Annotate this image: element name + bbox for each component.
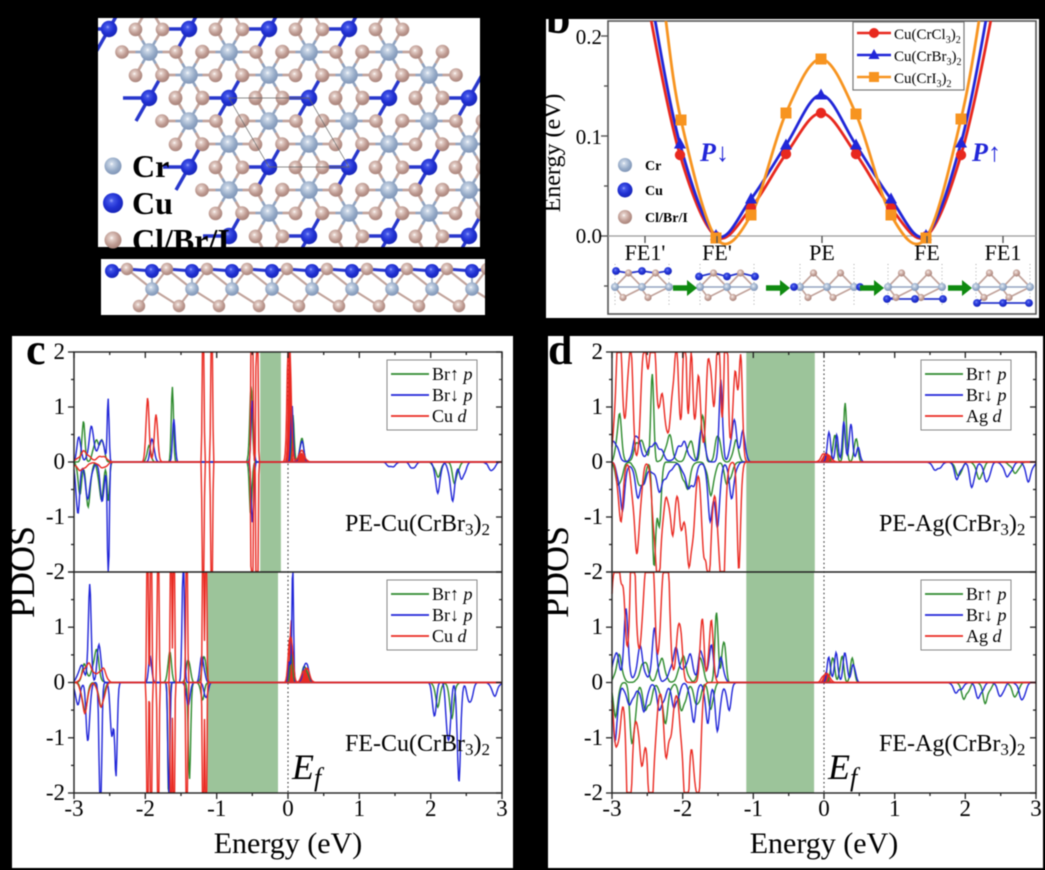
- svg-text:Cl/Br/I: Cl/Br/I: [645, 211, 688, 226]
- svg-text:FE': FE': [702, 240, 732, 265]
- svg-text:-1: -1: [46, 725, 65, 750]
- svg-text:Ag d: Ag d: [966, 406, 1003, 426]
- svg-text:2: 2: [960, 796, 972, 821]
- svg-text:↑: ↑: [988, 138, 1001, 167]
- svg-text:Cr: Cr: [132, 148, 169, 184]
- svg-text:PE: PE: [809, 240, 835, 265]
- svg-text:Cu(CrCl3)2: Cu(CrCl3)2: [894, 27, 961, 46]
- svg-text:Cu d: Cu d: [432, 406, 468, 426]
- svg-text:Energy (eV): Energy (eV): [214, 827, 363, 860]
- svg-text:1: 1: [592, 614, 604, 639]
- svg-text:-2: -2: [136, 796, 155, 821]
- svg-text:0: 0: [818, 796, 830, 821]
- svg-text:-1: -1: [207, 796, 226, 821]
- svg-text:-2: -2: [46, 559, 65, 584]
- svg-text:Br↑ p: Br↑ p: [966, 584, 1007, 604]
- svg-text:Br↑ p: Br↑ p: [966, 364, 1007, 384]
- svg-text:Br↑ p: Br↑ p: [432, 364, 473, 384]
- svg-text:2: 2: [592, 339, 604, 364]
- svg-text:-1: -1: [584, 504, 603, 529]
- svg-text:0.1: 0.1: [576, 125, 602, 149]
- svg-text:PDOS: PDOS: [2, 526, 42, 618]
- svg-text:d: d: [548, 325, 572, 374]
- svg-text:0: 0: [54, 449, 66, 474]
- svg-text:-1: -1: [46, 504, 65, 529]
- svg-text:1: 1: [889, 796, 901, 821]
- svg-text:Br↑ p: Br↑ p: [432, 584, 473, 604]
- svg-text:Energy (eV): Energy (eV): [540, 94, 566, 213]
- svg-text:Cu d: Cu d: [432, 626, 468, 646]
- svg-text:2: 2: [54, 339, 66, 364]
- svg-text:0: 0: [282, 796, 294, 821]
- svg-text:-3: -3: [64, 796, 83, 821]
- svg-text:Cu(CrBr3)2: Cu(CrBr3)2: [894, 49, 962, 68]
- svg-text:1: 1: [54, 394, 66, 419]
- svg-text:1: 1: [354, 796, 366, 821]
- svg-text:Energy (eV): Energy (eV): [750, 827, 899, 860]
- svg-text:PDOS: PDOS: [536, 526, 576, 618]
- svg-text:c: c: [26, 325, 46, 374]
- svg-text:Cu: Cu: [132, 185, 173, 221]
- svg-text:0.0: 0.0: [576, 224, 602, 248]
- svg-text:↓: ↓: [716, 138, 729, 167]
- svg-text:Cu: Cu: [645, 184, 663, 199]
- svg-text:Br↓ p: Br↓ p: [966, 605, 1007, 625]
- svg-text:1: 1: [592, 394, 604, 419]
- svg-text:-1: -1: [584, 725, 603, 750]
- svg-text:1: 1: [54, 614, 66, 639]
- svg-text:-2: -2: [584, 559, 603, 584]
- svg-text:0: 0: [592, 449, 604, 474]
- svg-text:b: b: [546, 0, 570, 43]
- svg-text:-1: -1: [744, 796, 763, 821]
- svg-text:Cr: Cr: [645, 159, 661, 174]
- svg-text:3: 3: [496, 796, 508, 821]
- svg-text:FE1: FE1: [985, 240, 1022, 265]
- svg-text:3: 3: [1030, 796, 1042, 821]
- svg-text:2: 2: [425, 796, 437, 821]
- svg-text:-2: -2: [584, 780, 603, 805]
- svg-text:Cl/Br/I: Cl/Br/I: [132, 222, 230, 258]
- svg-text:0: 0: [54, 670, 66, 695]
- svg-text:FE1': FE1': [625, 240, 666, 265]
- svg-text:-2: -2: [46, 780, 65, 805]
- svg-text:Br↓ p: Br↓ p: [432, 605, 473, 625]
- svg-text:0.2: 0.2: [576, 25, 602, 49]
- svg-text:Ag d: Ag d: [966, 626, 1003, 646]
- svg-text:Br↓ p: Br↓ p: [432, 385, 473, 405]
- svg-text:Br↓ p: Br↓ p: [966, 385, 1007, 405]
- svg-text:-3: -3: [602, 796, 621, 821]
- svg-text:0: 0: [592, 670, 604, 695]
- svg-text:P: P: [699, 138, 717, 167]
- svg-text:-2: -2: [673, 796, 692, 821]
- svg-text:P: P: [971, 138, 989, 167]
- svg-text:FE: FE: [914, 240, 940, 265]
